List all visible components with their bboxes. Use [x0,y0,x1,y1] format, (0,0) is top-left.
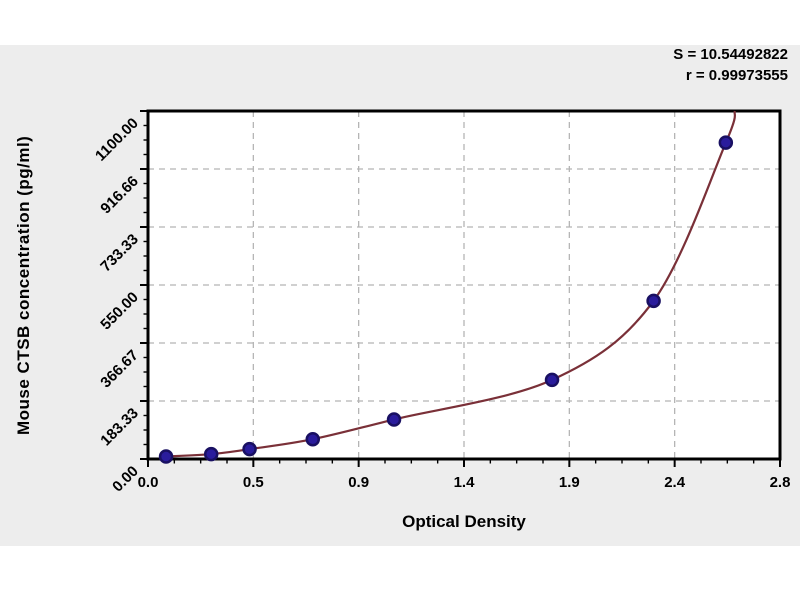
data-point-marker [305,431,321,447]
data-point-marker [242,441,257,457]
data-point-marker [718,135,734,150]
r-value: r = 0.99973555 [685,67,788,84]
y-tick-label: 916.66 [97,173,141,217]
data-point-marker [158,449,174,464]
x-axis-title: Optical Density [402,512,526,531]
plot-border [146,109,782,461]
x-tick-label: 0.9 [348,474,369,491]
data-point-marker [646,293,661,309]
data-point-marker [203,446,219,462]
x-tick-label: 0.5 [243,474,264,491]
y-axis-title: Mouse CTSB concentration (pg/ml) [14,135,33,435]
x-tick-label: 1.4 [454,474,476,491]
y-tick-label: 550.00 [97,289,141,333]
plot-area [148,111,780,459]
data-point-marker [544,372,560,388]
s-value: S = 10.54492822 [673,46,788,63]
y-tick-label: 183.33 [97,405,141,449]
x-tick-label: 2.8 [770,474,791,491]
x-tick-label: 0.0 [138,474,159,491]
x-tick-label: 1.9 [559,474,580,491]
standard-curve-line [165,110,737,458]
curve-stats: S = 10.54492822 r = 0.99973555 [673,44,788,86]
y-tick-label: 366.67 [97,347,141,391]
y-tick-label: 733.33 [97,231,141,275]
y-tick-label: 1100.00 [92,115,142,165]
x-tick-label: 2.4 [664,474,686,491]
data-point-marker [386,412,402,427]
